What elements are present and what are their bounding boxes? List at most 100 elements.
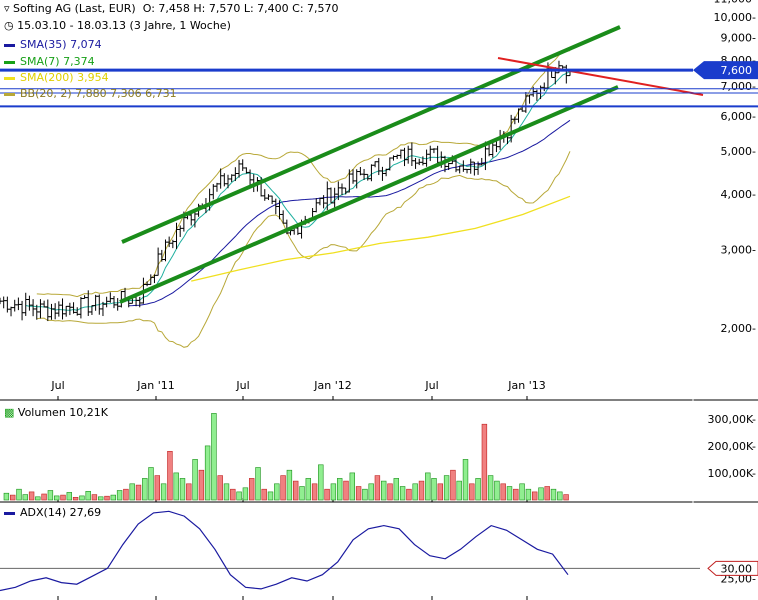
clock-icon: ◷ [4,19,14,32]
volume-bar [469,483,475,501]
y-tick-label: 2,000- [721,322,756,335]
period-text: 15.03.10 - 18.03.13 (3 Jahre, 1 Woche) [17,19,231,32]
adx-value: 27,69 [69,506,102,519]
volume-bar [437,483,443,501]
legend-label: SMA(7) [20,55,60,68]
volume-bar [519,483,525,501]
volume-bar [368,483,374,501]
x-tick-label: Jan '13 [507,379,545,392]
volume-bar [462,459,469,501]
legend-sma200[interactable]: SMA(200) 3,954 [4,71,109,84]
volume-bar [418,480,425,501]
y-tick-label: 9,000- [721,31,756,44]
volume-bar [425,472,431,501]
volume-bar [525,488,532,501]
volume-bar [142,478,148,501]
volume-bar [318,464,324,501]
adx-reference-box [707,560,758,576]
chart-title-row: ▿ Softing AG (Last, EUR) O: 7,458 H: 7,5… [4,2,339,15]
chart-title: Softing AG (Last, EUR) [13,2,136,15]
legend-label: BB(20, 2) [20,87,72,100]
legend-sma7[interactable]: SMA(7) 7,374 [4,55,95,68]
volume-bar [267,491,274,501]
x-tick-label: Jul [235,379,249,392]
adx-line [0,510,569,592]
period-row: ◷ 15.03.10 - 18.03.13 (3 Jahre, 1 Woche) [4,19,231,32]
volume-bar [16,488,22,501]
volume-bar [538,487,544,501]
y-tick-label: 11,000- [714,0,756,6]
legend-swatch [4,43,15,47]
volume-bar [173,472,179,501]
sma35-line [128,119,571,307]
volume-bar [380,480,387,501]
volume-bar [544,486,550,501]
ohlc-quote: O: 7,458 H: 7,570 L: 7,400 C: 7,570 [142,2,339,15]
volume-bar [286,469,293,501]
volume-bar [186,483,192,501]
volume-bar [292,480,299,501]
volume-bar [110,494,117,501]
volume-bar [531,491,538,501]
volume-bar [500,483,506,501]
volume-bar [3,492,10,501]
volume-bar [349,472,355,501]
volume-bar [456,480,462,501]
adx-label: ADX(14) [20,506,67,519]
volume-bar [362,488,368,501]
x-tick-label: Jan '12 [313,379,351,392]
volume-bar [406,488,412,501]
volume-bar [443,475,450,501]
volume-bar [550,488,557,501]
volume-bar [116,490,123,501]
volume-y-tick: 200,00K- [707,440,756,453]
volume-bar [35,496,41,501]
legend-label: SMA(200) [20,71,74,84]
legend-swatch [4,92,15,96]
volume-y-tick: 100,00K- [707,467,756,480]
volume-bar [10,494,16,501]
y-tick-label: 5,000- [721,145,756,158]
last-price-box [693,61,758,80]
volume-bar [557,491,563,501]
volume-bar [393,478,399,501]
volume-bar [135,484,142,501]
volume-bar [249,478,255,501]
volume-bar [412,483,418,501]
volume-bar [236,491,242,501]
y-tick-label: 4,000- [721,188,756,201]
volume-bar [399,486,406,501]
dropdown-icon[interactable]: ▿ [4,2,10,15]
volume-bar [223,483,230,501]
volume-bar [123,488,129,501]
adx-panel: 25,00-30,00 [0,510,758,592]
volume-bar [506,486,513,501]
legend-value: 7,880 7,306 6,731 [75,87,177,100]
x-tick-label: Jul [424,379,438,392]
volume-bar [563,494,569,501]
legend-label: SMA(35) [20,38,67,51]
legend-value: 3,954 [77,71,109,84]
legend-bollinger[interactable]: BB(20, 2) 7,880 7,306 6,731 [4,87,177,100]
volume-bar [487,475,494,501]
trend-channel-upper [121,25,621,244]
resistance-line [497,57,704,96]
legend-swatch [4,60,15,64]
volume-bar [47,490,54,501]
volume-bar [217,475,223,501]
x-tick-label: Jan '11 [136,379,174,392]
y-tick-label: 3,000- [721,244,756,257]
legend-swatch [4,76,15,80]
volume-label: Volumen [17,406,66,419]
volume-bar [148,467,154,501]
volume-bar [22,494,28,501]
volume-bar [305,478,311,501]
legend-sma35[interactable]: SMA(35) 7,074 [4,38,102,51]
volume-bar [355,486,362,501]
volume-bar [198,469,205,501]
volume-bar [28,491,35,501]
volume-bar [60,494,66,501]
volume-bar [261,488,267,501]
